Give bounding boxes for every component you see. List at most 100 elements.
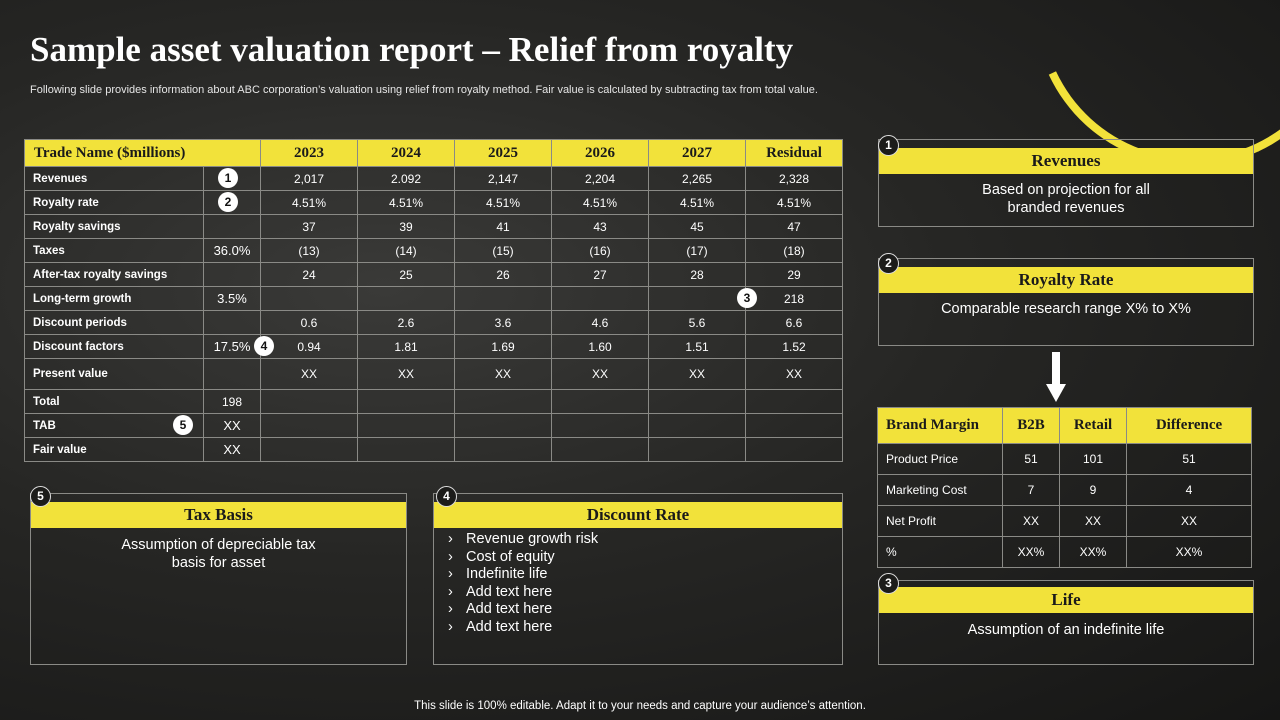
row-label-text: TAB <box>33 419 56 432</box>
value-cell: 2.6 <box>357 310 455 335</box>
value-cell: 1.52 <box>745 334 843 359</box>
value-cell-text: 0.94 <box>297 339 321 354</box>
value-cell <box>260 437 358 462</box>
value-cell: 5.6 <box>648 310 746 335</box>
royalty-rate-title: Royalty Rate <box>879 267 1253 293</box>
table-row: After-tax royalty savings 24 25 26 27 28… <box>24 262 843 287</box>
header-residual: Residual <box>745 139 843 167</box>
value-cell: 45 <box>648 214 746 239</box>
value-cell: 9 <box>1059 474 1127 506</box>
value-cell: 101 <box>1059 443 1127 475</box>
assumption-cell <box>203 358 261 390</box>
value-cell: 51 <box>1002 443 1060 475</box>
row-label: Revenues <box>24 166 204 191</box>
assumption-cell: 198 <box>203 389 261 414</box>
value-cell <box>551 437 649 462</box>
value-cell <box>551 389 649 414</box>
discount-rate-title: Discount Rate <box>434 502 842 528</box>
value-cell: 47 <box>745 214 843 239</box>
row-label: % <box>877 536 1003 568</box>
header-trade-name: Trade Name ($millions) <box>24 139 261 167</box>
table-row: Marketing Cost 7 9 4 <box>877 474 1252 506</box>
row-label: After-tax royalty savings <box>24 262 204 287</box>
assumption-cell <box>203 214 261 239</box>
value-cell: 3.6 <box>454 310 552 335</box>
value-cell: XX <box>454 358 552 390</box>
assumption-cell <box>203 310 261 335</box>
value-cell: 4.51% <box>454 190 552 215</box>
value-cell <box>260 413 358 438</box>
footer-note: This slide is 100% editable. Adapt it to… <box>414 700 866 712</box>
value-cell: 41 <box>454 214 552 239</box>
value-cell: XX% <box>1002 536 1060 568</box>
row-label: Present value <box>24 358 204 390</box>
value-cell: 28 <box>648 262 746 287</box>
value-cell: 2,204 <box>551 166 649 191</box>
tax-basis-box: Tax Basis Assumption of depreciable tax … <box>30 493 407 665</box>
table-row: Long-term growth 3.5% 3 218 <box>24 286 843 311</box>
table-row: Fair value XX <box>24 437 843 462</box>
list-item: Add text here <box>448 601 598 619</box>
value-cell <box>745 389 843 414</box>
value-cell: (13) <box>260 238 358 263</box>
value-cell: 2,265 <box>648 166 746 191</box>
value-cell: 4.6 <box>551 310 649 335</box>
revenues-text: Based on projection for all branded reve… <box>879 181 1253 217</box>
header-2025: 2025 <box>454 139 552 167</box>
value-cell <box>454 413 552 438</box>
brand-margin-table: Brand Margin B2B Retail Difference Produ… <box>877 407 1252 568</box>
life-text: Assumption of an indefinite life <box>967 622 1165 638</box>
header-2026: 2026 <box>551 139 649 167</box>
value-cell: 1.51 <box>648 334 746 359</box>
tax-basis-line: basis for asset <box>171 555 266 571</box>
revenues-title: Revenues <box>879 148 1253 174</box>
header-b2b: B2B <box>1002 407 1060 444</box>
brand-margin-header-row: Brand Margin B2B Retail Difference <box>877 407 1252 444</box>
marker-badge: 2 <box>218 192 238 212</box>
value-cell <box>454 389 552 414</box>
assumption-cell <box>203 262 261 287</box>
tax-basis-line: Assumption of depreciable tax <box>121 537 316 553</box>
number-badge: 2 <box>878 253 899 274</box>
value-cell <box>745 437 843 462</box>
table-row: TAB 5 XX <box>24 413 843 438</box>
revenues-line: branded revenues <box>1007 200 1125 216</box>
value-cell: 4.51% <box>260 190 358 215</box>
row-label: Royalty rate <box>24 190 204 215</box>
value-cell <box>648 413 746 438</box>
value-cell <box>745 413 843 438</box>
value-cell: 2.092 <box>357 166 455 191</box>
value-cell: 3 <box>648 286 757 311</box>
page-title: Sample asset valuation report – Relief f… <box>30 30 794 69</box>
marker-badge: 1 <box>218 168 238 188</box>
row-label: Net Profit <box>877 505 1003 537</box>
row-label: Discount factors <box>24 334 204 359</box>
table-row: Taxes 36.0% (13) (14) (15) (16) (17) (18… <box>24 238 843 263</box>
header-difference: Difference <box>1126 407 1252 444</box>
value-cell: 1.60 <box>551 334 649 359</box>
table-row: Product Price 51 101 51 <box>877 443 1252 475</box>
table-row: Present value XX XX XX XX XX XX <box>24 358 843 390</box>
tax-basis-text: Assumption of depreciable tax basis for … <box>31 536 406 572</box>
value-cell <box>648 437 746 462</box>
value-cell <box>260 286 358 311</box>
table-row: Net Profit XX XX XX <box>877 505 1252 537</box>
value-cell: 37 <box>260 214 358 239</box>
life-box: Life Assumption of an indefinite life <box>878 580 1254 665</box>
value-cell: 26 <box>454 262 552 287</box>
value-cell <box>357 389 455 414</box>
value-cell <box>357 286 455 311</box>
value-cell: 43 <box>551 214 649 239</box>
row-label: Total <box>24 389 204 414</box>
valuation-table: Trade Name ($millions) 2023 2024 2025 20… <box>24 139 843 462</box>
number-badge: 3 <box>878 573 899 594</box>
assumption-cell: 17.5% <box>203 334 261 359</box>
tax-basis-title: Tax Basis <box>31 502 406 528</box>
value-cell <box>454 437 552 462</box>
value-cell: 39 <box>357 214 455 239</box>
value-cell: 4.51% <box>357 190 455 215</box>
value-cell: 2,147 <box>454 166 552 191</box>
value-cell: XX <box>357 358 455 390</box>
header-2027: 2027 <box>648 139 746 167</box>
value-cell <box>357 413 455 438</box>
